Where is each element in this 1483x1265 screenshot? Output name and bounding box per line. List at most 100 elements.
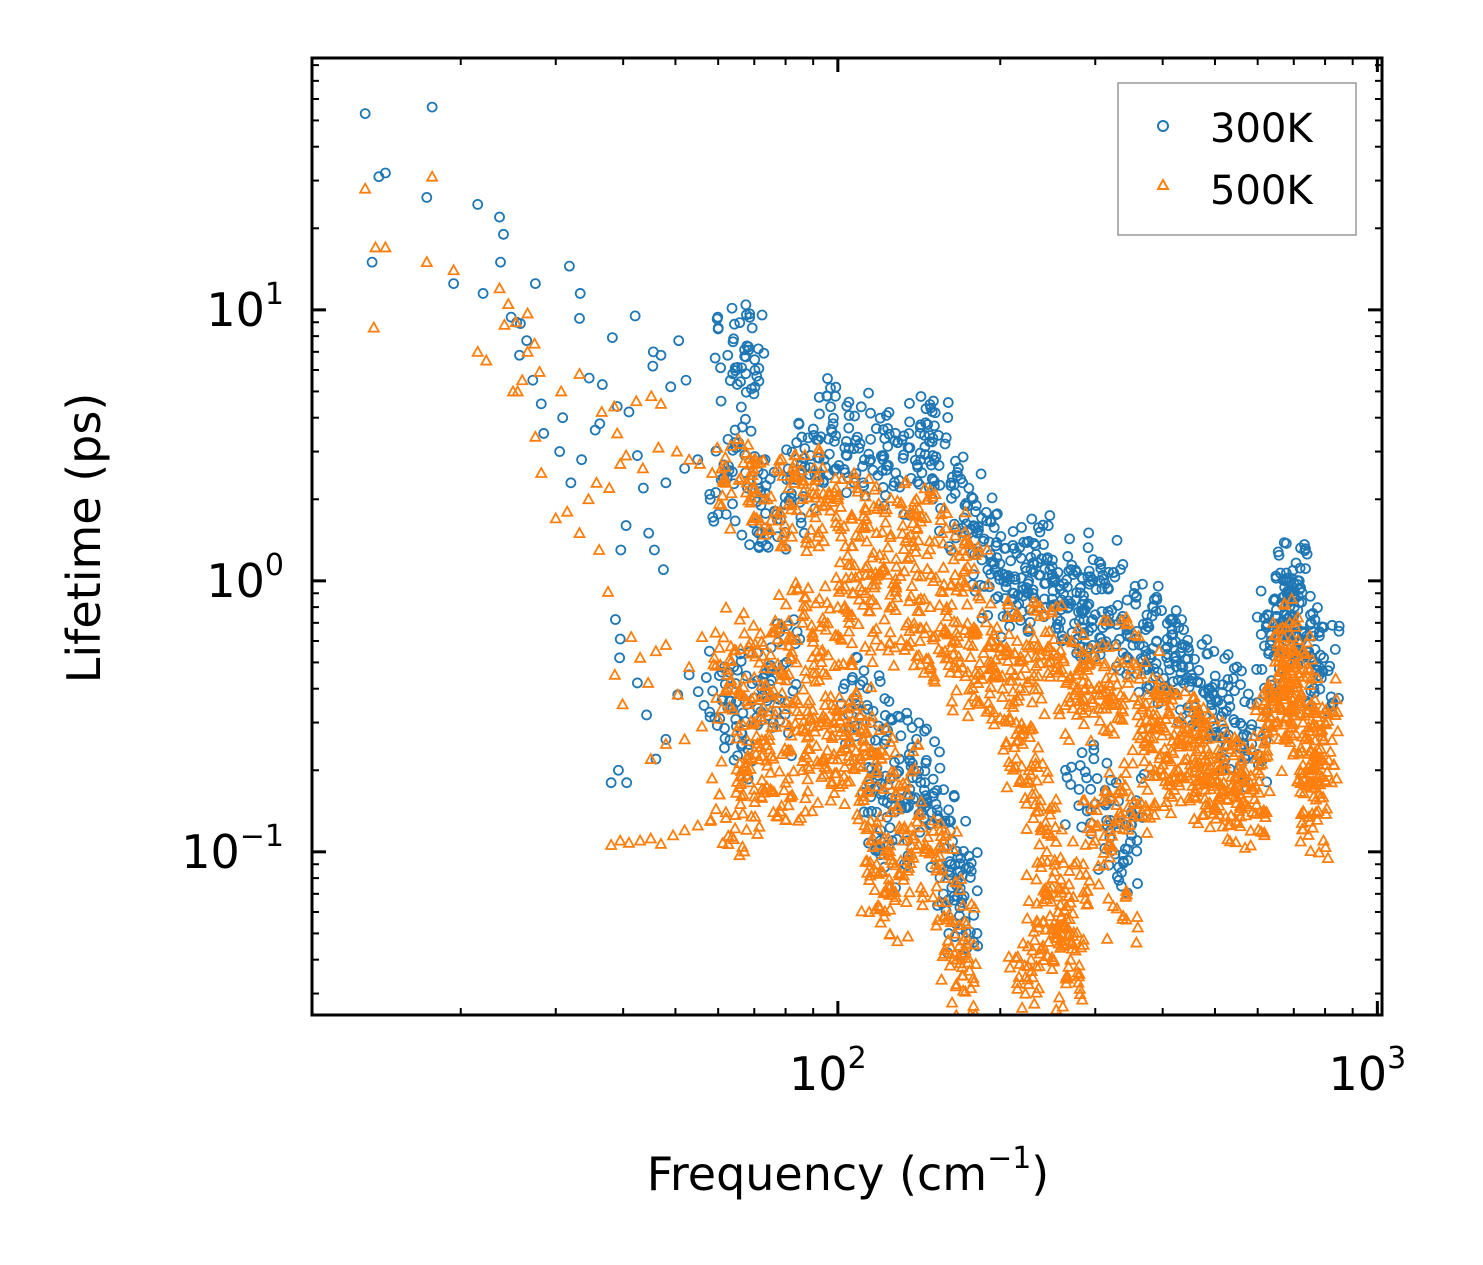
- data-point-500k: [1161, 777, 1175, 790]
- data-point-500k: [723, 521, 737, 534]
- data-point-500k: [1092, 679, 1106, 692]
- data-point-500k: [946, 703, 960, 716]
- data-point-500k: [842, 624, 856, 637]
- data-point-300k: [1063, 565, 1075, 577]
- data-point-300k: [879, 710, 891, 721]
- data-point-500k: [941, 609, 955, 622]
- data-point-500k: [946, 842, 960, 854]
- data-point-500k: [1079, 867, 1093, 880]
- data-point-300k: [1142, 621, 1154, 633]
- data-point-500k: [1004, 663, 1018, 675]
- data-point-500k: [1062, 912, 1077, 925]
- data-point-500k: [959, 917, 973, 929]
- data-point-500k: [678, 732, 692, 745]
- data-point-300k: [865, 407, 876, 419]
- data-point-500k: [1077, 628, 1091, 641]
- data-point-300k: [1251, 664, 1263, 675]
- data-point-500k: [549, 511, 563, 524]
- data-point-500k: [1119, 887, 1133, 900]
- y-tick-label-exponent: −1: [240, 819, 284, 854]
- data-point-500k: [1058, 919, 1072, 932]
- data-point-300k: [596, 379, 608, 390]
- data-point-300k: [1193, 664, 1205, 676]
- data-point-500k: [1105, 839, 1119, 852]
- data-point-500k: [1010, 634, 1024, 646]
- data-point-500k: [629, 394, 643, 407]
- data-point-500k: [721, 682, 735, 695]
- data-point-500k: [1027, 996, 1041, 1009]
- data-point-300k: [912, 476, 923, 488]
- data-point-500k: [911, 533, 925, 546]
- data-point-500k: [1016, 653, 1030, 665]
- data-point-300k: [945, 544, 957, 556]
- data-point-500k: [1159, 723, 1173, 736]
- data-point-500k: [838, 760, 852, 772]
- data-point-300k: [1121, 594, 1133, 606]
- data-point-500k: [1297, 786, 1311, 799]
- data-point-500k: [1033, 799, 1047, 812]
- data-point-500k: [1042, 640, 1056, 652]
- data-point-300k: [883, 406, 895, 418]
- data-point-500k: [790, 655, 804, 668]
- data-point-300k: [938, 784, 949, 796]
- data-point-300k: [726, 302, 738, 314]
- data-point-500k: [809, 666, 823, 679]
- data-point-500k: [888, 885, 902, 897]
- data-point-500k: [1081, 821, 1095, 834]
- data-point-500k: [1283, 663, 1297, 676]
- data-point-500k: [760, 758, 774, 771]
- data-point-300k: [986, 492, 998, 504]
- data-point-300k: [1001, 571, 1013, 583]
- data-point-500k: [747, 690, 761, 703]
- data-point-500k: [830, 490, 844, 503]
- data-point-300k: [739, 350, 751, 362]
- data-point-500k: [876, 502, 890, 515]
- data-point-500k: [934, 816, 948, 829]
- data-point-500k: [949, 979, 963, 992]
- data-point-300k: [1255, 585, 1267, 597]
- data-point-500k: [782, 719, 796, 731]
- data-point-500k: [1127, 690, 1141, 702]
- data-point-500k: [764, 647, 778, 660]
- data-point-500k: [1285, 630, 1299, 643]
- data-point-500k: [1055, 598, 1069, 610]
- data-point-300k: [752, 343, 764, 355]
- data-point-500k: [1082, 873, 1097, 886]
- data-point-500k: [869, 572, 883, 585]
- data-point-500k: [1291, 633, 1305, 645]
- y-tick-label-exponent: 1: [265, 277, 284, 312]
- data-point-300k: [971, 928, 983, 939]
- data-point-500k: [1034, 793, 1048, 806]
- data-point-500k: [1012, 722, 1026, 735]
- data-point-300k: [749, 364, 761, 376]
- data-point-500k: [1196, 718, 1210, 731]
- data-point-300k: [1322, 665, 1334, 677]
- data-point-500k: [1058, 727, 1072, 739]
- data-point-500k: [1021, 972, 1035, 985]
- data-point-300k: [1280, 609, 1292, 621]
- data-point-500k: [1260, 805, 1274, 818]
- data-point-500k: [862, 820, 876, 833]
- data-point-300k: [1130, 598, 1142, 610]
- data-point-500k: [1099, 784, 1113, 797]
- data-point-500k: [1021, 675, 1035, 688]
- data-point-500k: [1048, 853, 1062, 866]
- data-point-500k: [1026, 811, 1040, 824]
- data-point-300k: [756, 309, 768, 321]
- data-point-500k: [774, 637, 788, 650]
- data-point-500k: [831, 600, 845, 613]
- data-point-500k: [1056, 856, 1070, 868]
- data-point-500k: [874, 915, 888, 928]
- data-point-500k: [969, 957, 983, 970]
- data-point-500k: [1044, 829, 1058, 841]
- data-point-300k: [946, 492, 957, 504]
- data-point-500k: [595, 405, 609, 417]
- data-point-500k: [800, 531, 814, 544]
- data-point-500k: [1220, 793, 1235, 805]
- data-point-500k: [1284, 721, 1299, 733]
- data-point-500k: [882, 888, 896, 900]
- data-point-500k: [1146, 799, 1160, 812]
- data-point-500k: [912, 648, 926, 661]
- data-point-300k: [883, 428, 895, 440]
- data-point-300k: [898, 430, 910, 442]
